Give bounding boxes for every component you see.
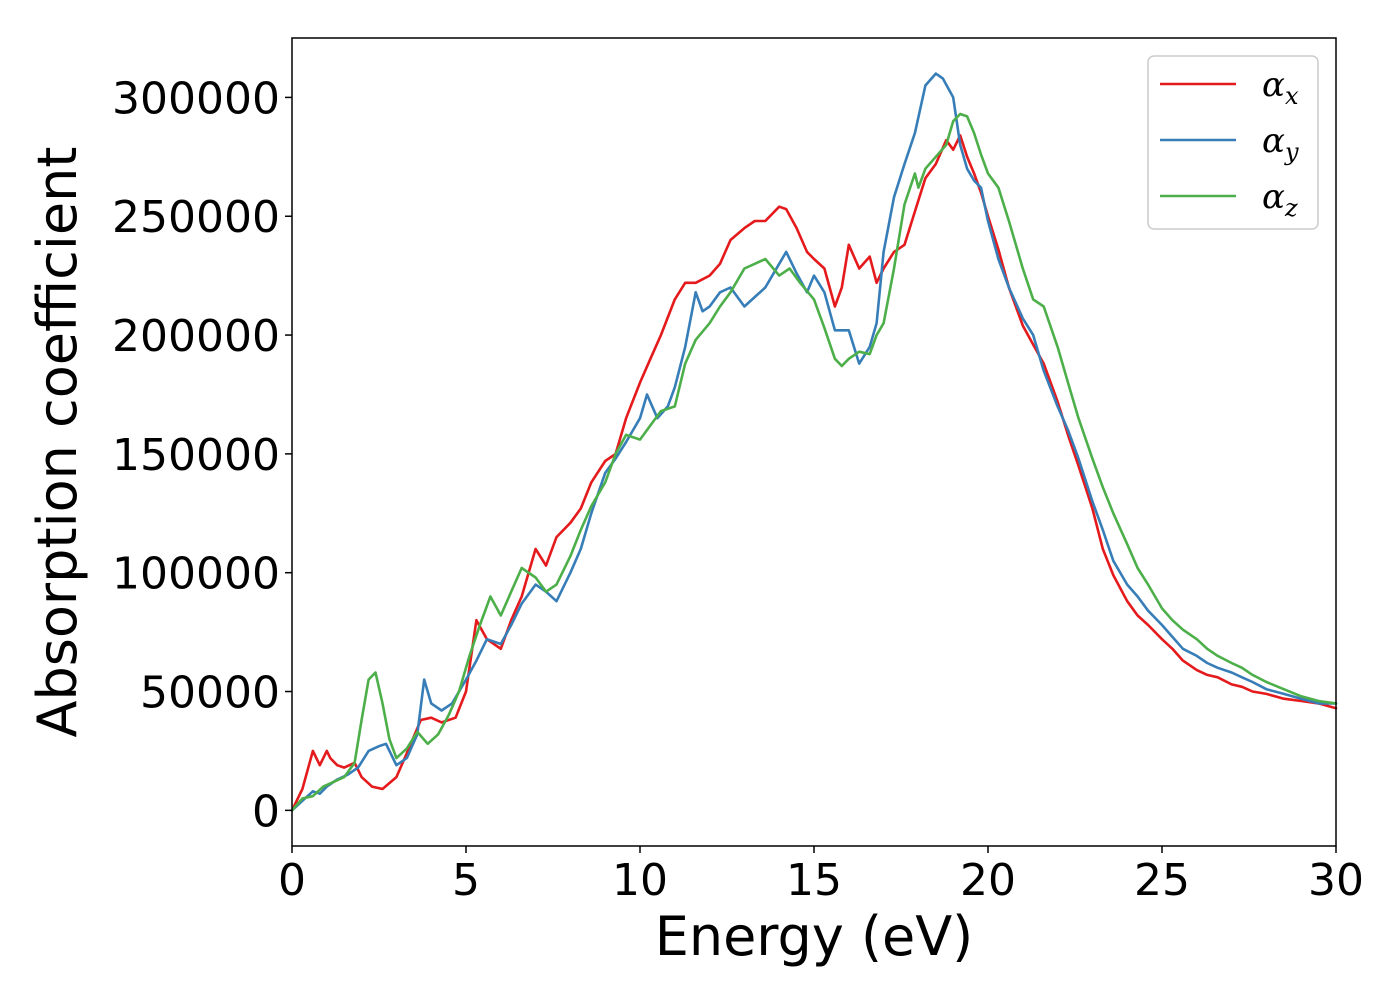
x-tick-label: 5: [452, 855, 480, 906]
x-tick-label: 15: [786, 855, 842, 906]
y-tick-label: 0: [252, 786, 280, 837]
x-tick-label: 25: [1134, 855, 1190, 906]
legend-box: [1147, 55, 1319, 230]
y-tick-label: 150000: [112, 430, 280, 481]
series-layer: [290, 72, 1338, 812]
y-tick-label: 300000: [112, 73, 280, 124]
x-tick-label: 0: [278, 855, 306, 906]
legend: αx αy αz: [1147, 55, 1319, 230]
series-line-x: [290, 134, 1338, 812]
y-tick-label: 200000: [112, 311, 280, 362]
y-tick-label: 50000: [140, 668, 280, 719]
legend-label-y: αy: [1262, 121, 1299, 166]
y-axis-title: Absorption coefficient: [26, 147, 89, 738]
x-tick-label: 10: [612, 855, 668, 906]
x-axis-title: Energy (eV): [655, 905, 974, 968]
x-tick-label: 20: [960, 855, 1016, 906]
y-tick-label: 250000: [112, 192, 280, 243]
legend-label-z: αz: [1262, 177, 1298, 222]
series-line-y: [290, 72, 1338, 812]
series-line-z: [290, 112, 1338, 812]
y-tick-label: 100000: [112, 549, 280, 600]
x-axis-ticks: 0 5 10 15 20 25 30: [278, 846, 1364, 906]
legend-label-x: αx: [1262, 65, 1299, 110]
y-axis-ticks: 0 50000 100000 150000 200000 250000 300000: [112, 73, 292, 837]
x-tick-label: 30: [1308, 855, 1364, 906]
